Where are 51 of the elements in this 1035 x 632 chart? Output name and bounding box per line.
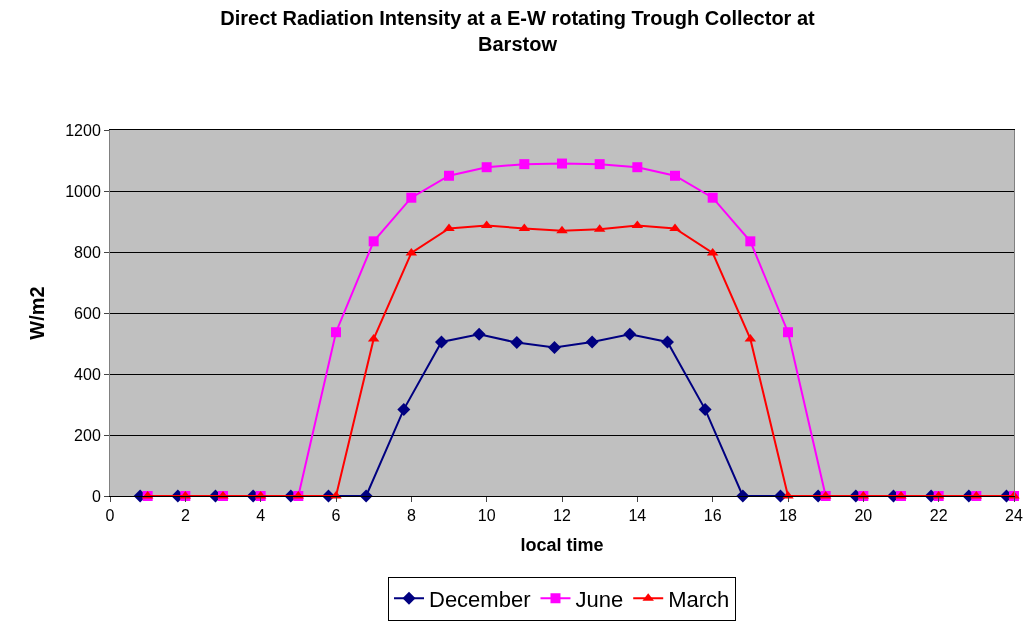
x-tick-label: 8	[406, 507, 416, 525]
y-axis-title: W/m2	[25, 286, 48, 340]
point	[510, 336, 524, 350]
x-tick-label: 22	[929, 507, 948, 525]
x-tick-label: 20	[854, 507, 873, 525]
y-tick-label: 1200	[65, 121, 101, 139]
point	[547, 340, 561, 354]
point	[745, 236, 756, 247]
x-tick-label: 2	[180, 507, 190, 525]
x-axis-title: local time	[520, 535, 604, 556]
point	[670, 170, 680, 181]
point	[783, 327, 793, 338]
point	[698, 402, 712, 416]
x-tick-label: 0	[105, 507, 115, 525]
x-tick-label: 6	[331, 507, 341, 525]
point	[585, 335, 599, 349]
point	[481, 162, 492, 173]
point	[660, 335, 674, 349]
point	[707, 192, 718, 203]
x-tick-label: 10	[477, 507, 496, 525]
legend-label: June	[575, 586, 624, 612]
y-tick-label: 600	[74, 304, 101, 322]
point	[472, 327, 486, 341]
x-tick-label: 4	[256, 507, 266, 525]
y-tick-label: 400	[74, 365, 101, 383]
point	[444, 170, 454, 181]
chart-title: Direct Radiation Intensity at a E-W rotating Trough Collector at Barstow	[220, 7, 816, 56]
y-tick-label: 0	[91, 487, 101, 505]
y-tick-label: 1000	[65, 182, 101, 200]
point	[557, 158, 567, 169]
point	[434, 335, 448, 349]
point	[368, 236, 379, 247]
x-tick-label: 12	[553, 507, 571, 525]
x-tick-label: 16	[703, 507, 722, 525]
point	[594, 159, 605, 170]
y-tick-label: 800	[74, 243, 101, 261]
point	[331, 327, 341, 338]
point	[623, 327, 637, 341]
point	[443, 223, 455, 232]
point	[406, 192, 417, 203]
legend-label: March	[668, 586, 730, 612]
point	[669, 223, 681, 232]
point	[519, 159, 530, 170]
point	[556, 225, 568, 234]
point	[397, 402, 411, 416]
legend-label: December	[429, 586, 531, 612]
x-tick-label: 24	[1005, 507, 1023, 525]
x-tick-label: 14	[628, 507, 647, 525]
x-tick-label: 18	[779, 507, 797, 525]
y-tick-label: 200	[74, 426, 101, 444]
point	[632, 162, 643, 173]
